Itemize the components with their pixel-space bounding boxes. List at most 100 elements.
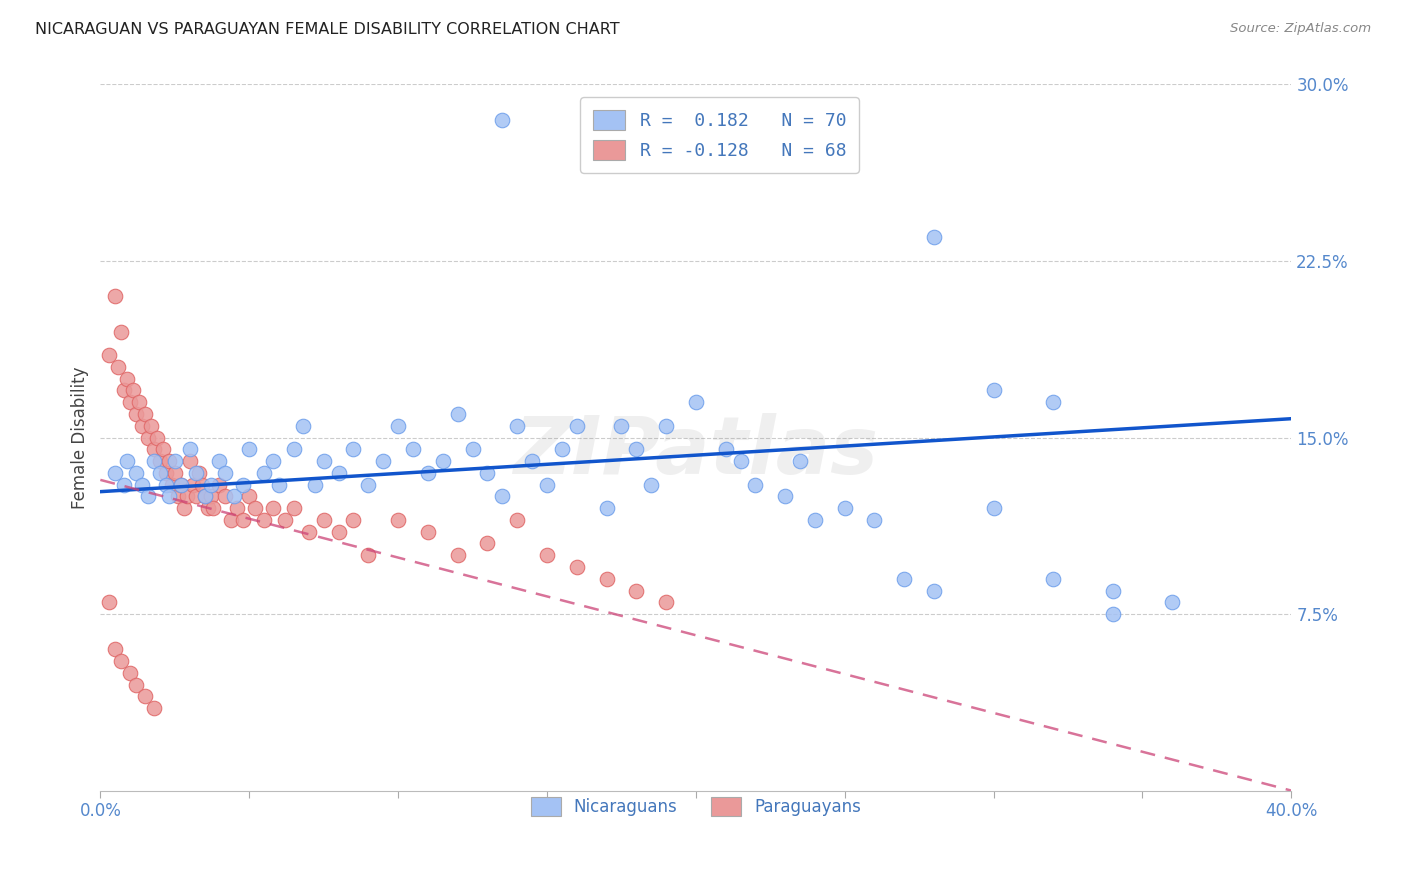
Point <box>655 595 678 609</box>
Point <box>112 477 135 491</box>
Point <box>477 536 499 550</box>
Point <box>136 430 159 444</box>
Point <box>863 513 886 527</box>
Point <box>232 513 254 527</box>
Point <box>328 524 350 539</box>
Point <box>506 418 529 433</box>
Point <box>146 430 169 444</box>
Point <box>640 477 662 491</box>
Point <box>1101 607 1123 621</box>
Point <box>115 454 138 468</box>
Point <box>163 454 186 468</box>
Point <box>226 501 249 516</box>
Point <box>491 112 513 127</box>
Point <box>416 466 439 480</box>
Point <box>149 454 172 468</box>
Point <box>922 230 945 244</box>
Point <box>283 442 305 457</box>
Point <box>163 466 186 480</box>
Point <box>157 454 180 468</box>
Point <box>626 583 648 598</box>
Point <box>357 548 380 562</box>
Point <box>520 454 543 468</box>
Point <box>983 501 1005 516</box>
Point <box>120 395 142 409</box>
Point <box>131 418 153 433</box>
Point <box>160 477 183 491</box>
Point <box>200 489 222 503</box>
Point <box>595 572 617 586</box>
Point <box>104 642 127 657</box>
Point <box>312 513 335 527</box>
Point <box>134 690 156 704</box>
Point <box>184 466 207 480</box>
Point <box>744 477 766 491</box>
Point <box>224 489 246 503</box>
Point <box>685 395 707 409</box>
Point <box>193 489 215 503</box>
Point <box>922 583 945 598</box>
Point <box>983 384 1005 398</box>
Point <box>208 477 231 491</box>
Point <box>357 477 380 491</box>
Point <box>387 513 409 527</box>
Point <box>173 501 195 516</box>
Point <box>373 454 395 468</box>
Point <box>595 501 617 516</box>
Point <box>789 454 811 468</box>
Point <box>655 418 678 433</box>
Point <box>551 442 574 457</box>
Point <box>253 466 276 480</box>
Point <box>155 466 177 480</box>
Point <box>166 489 188 503</box>
Point <box>187 466 209 480</box>
Point <box>342 442 364 457</box>
Point <box>1042 395 1064 409</box>
Legend: Nicaraguans, Paraguayans: Nicaraguans, Paraguayans <box>522 789 869 824</box>
Point <box>536 548 558 562</box>
Text: NICARAGUAN VS PARAGUAYAN FEMALE DISABILITY CORRELATION CHART: NICARAGUAN VS PARAGUAYAN FEMALE DISABILI… <box>35 22 620 37</box>
Point <box>626 442 648 457</box>
Text: Source: ZipAtlas.com: Source: ZipAtlas.com <box>1230 22 1371 36</box>
Point <box>120 665 142 680</box>
Point <box>136 489 159 503</box>
Point <box>536 477 558 491</box>
Point <box>402 442 425 457</box>
Point <box>730 454 752 468</box>
Point <box>125 678 148 692</box>
Point <box>125 466 148 480</box>
Point <box>202 501 225 516</box>
Point <box>112 384 135 398</box>
Point <box>328 466 350 480</box>
Point <box>155 477 177 491</box>
Point <box>176 489 198 503</box>
Point <box>157 489 180 503</box>
Point <box>243 501 266 516</box>
Point <box>152 442 174 457</box>
Point <box>98 348 121 362</box>
Point <box>107 359 129 374</box>
Point <box>214 489 236 503</box>
Point <box>104 289 127 303</box>
Point <box>142 701 165 715</box>
Point <box>98 595 121 609</box>
Point <box>197 501 219 516</box>
Point <box>200 477 222 491</box>
Point <box>565 418 588 433</box>
Point <box>387 418 409 433</box>
Point <box>714 442 737 457</box>
Point <box>221 513 243 527</box>
Point <box>214 466 236 480</box>
Point <box>342 513 364 527</box>
Point <box>208 454 231 468</box>
Point <box>193 489 215 503</box>
Point <box>446 548 468 562</box>
Point <box>149 466 172 480</box>
Point <box>834 501 856 516</box>
Point <box>179 454 201 468</box>
Point <box>134 407 156 421</box>
Point <box>122 384 145 398</box>
Point <box>446 407 468 421</box>
Point <box>170 477 193 491</box>
Point <box>238 442 260 457</box>
